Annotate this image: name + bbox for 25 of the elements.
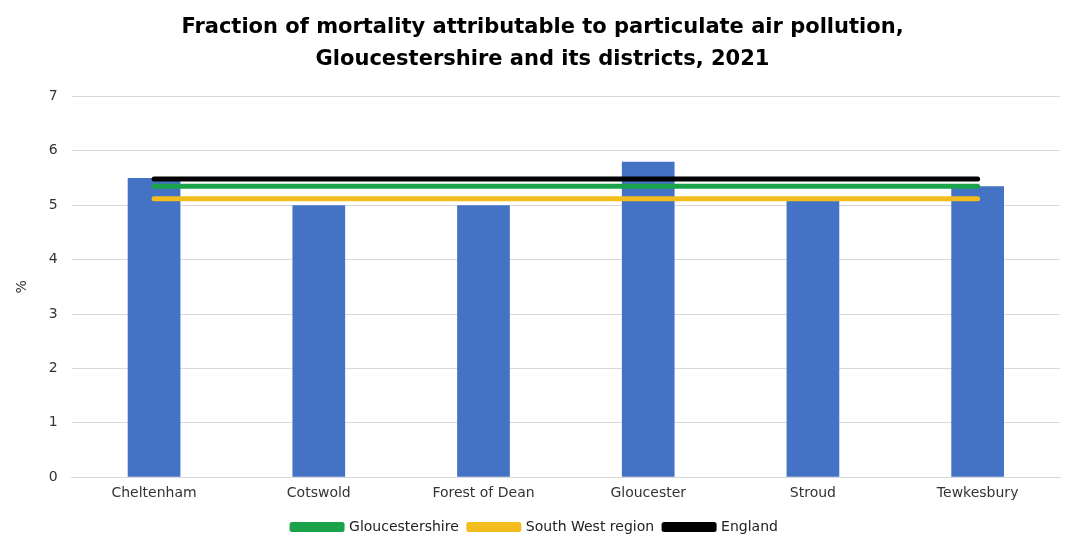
y-tick-label: 5 — [48, 195, 58, 212]
y-tick-label: 3 — [48, 304, 58, 321]
bar — [951, 186, 1004, 477]
bar — [292, 205, 346, 477]
y-tick-label: 1 — [48, 413, 58, 430]
x-tick-label: Cheltenham — [111, 484, 197, 501]
y-tick-label: 7 — [48, 87, 58, 104]
legend-label: South West region — [525, 517, 655, 534]
x-tick-label: Cotswold — [286, 484, 351, 501]
legend-label: Gloucestershire — [349, 517, 459, 534]
chart-title: Fraction of mortality attributable to particulate air pollution, Gloucestershire and its districts, 2021 — [180, 13, 905, 72]
bar — [127, 178, 181, 477]
y-tick-label: 4 — [48, 250, 58, 267]
y-tick-label: 2 — [48, 359, 58, 376]
x-tick-label: Forest of Dean — [432, 484, 535, 501]
x-tick-label: Gloucester — [610, 484, 687, 501]
x-tick-label: Stroud — [789, 484, 836, 501]
legend-label: England — [721, 517, 778, 534]
bar — [457, 205, 510, 477]
bar — [621, 161, 675, 477]
bar — [786, 199, 840, 477]
y-tick-label: 6 — [48, 141, 58, 158]
x-tick-label: Tewkesbury — [935, 484, 1019, 501]
y-axis-title: % — [13, 280, 30, 294]
y-tick-label: 0 — [48, 467, 58, 484]
